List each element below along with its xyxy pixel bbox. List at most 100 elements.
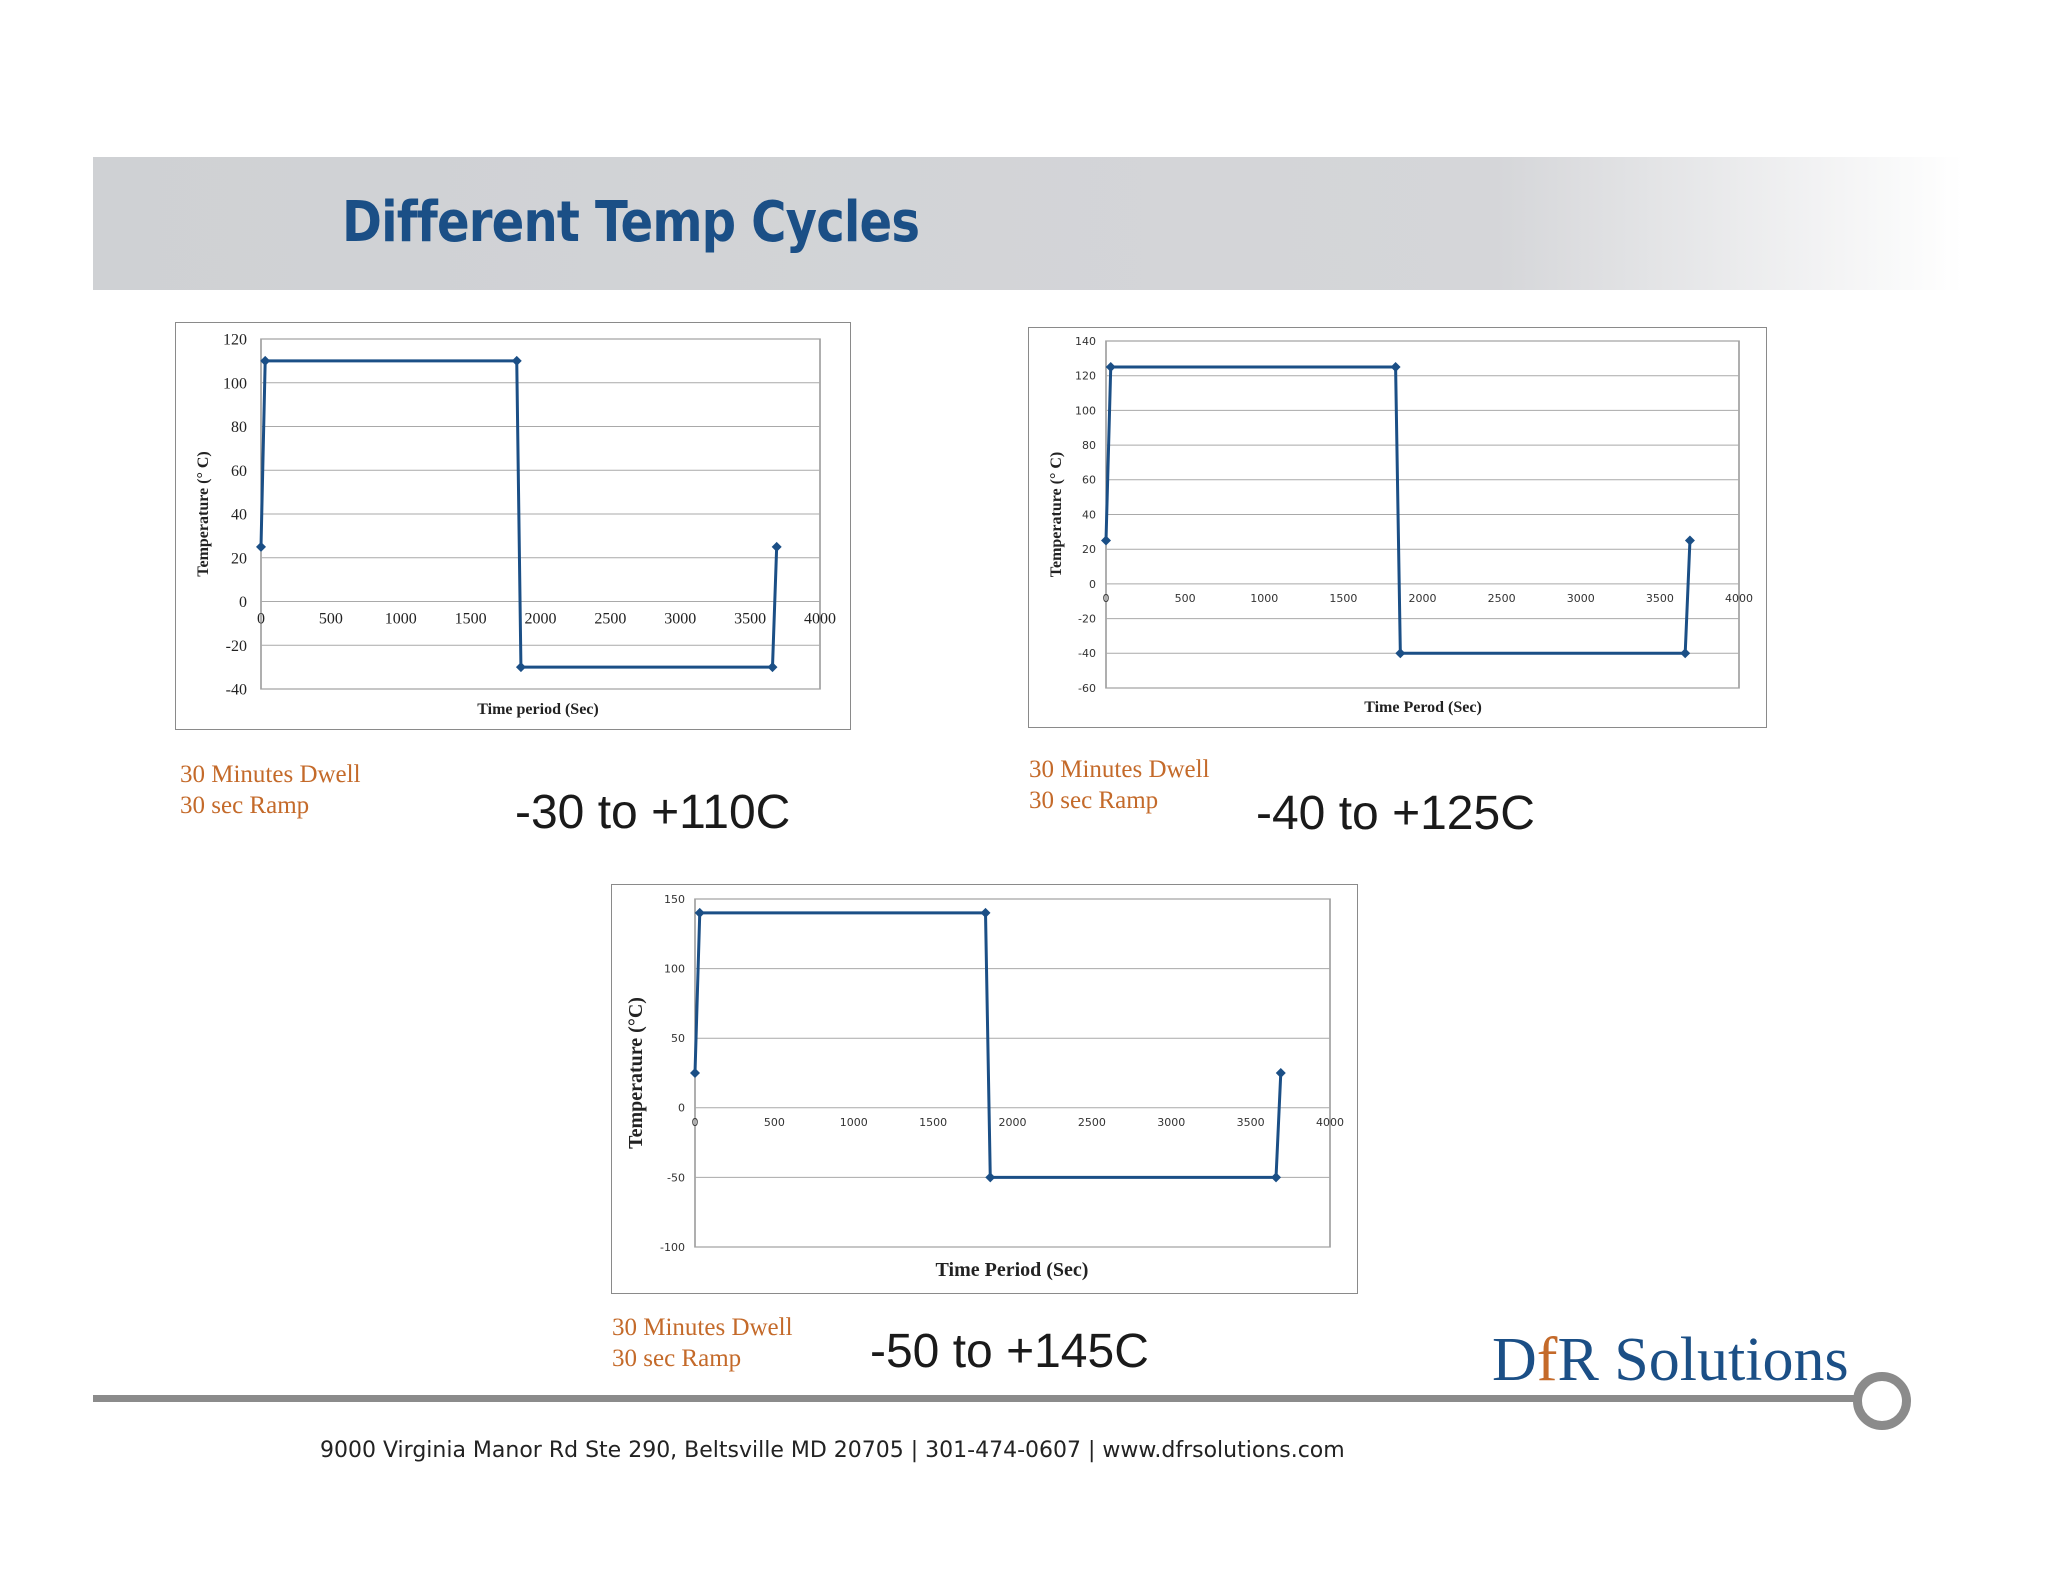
caption-dwell: 30 Minutes Dwell <box>612 1314 793 1341</box>
y-tick-label: 60 <box>231 463 247 480</box>
brand-rest: R Solutions <box>1557 1326 1849 1394</box>
caption-ramp: 30 sec Ramp <box>1029 787 1159 814</box>
series-line <box>259 359 779 669</box>
data-point-marker <box>256 541 266 552</box>
y-axis-label: Temperature (° C) <box>1048 452 1065 577</box>
data-point-marker <box>1105 362 1116 373</box>
x-tick-label: 3500 <box>734 611 766 628</box>
caption-dwell: 30 Minutes Dwell <box>1029 756 1210 783</box>
y-tick-label: 60 <box>1082 474 1096 487</box>
chart-1: -40 -20 0 20 40 60 80 100 120 0 500 1000 1500 2000 250… <box>175 322 851 730</box>
y-tick-label: 40 <box>231 507 247 524</box>
data-point-marker <box>771 541 782 552</box>
y-tick-label: 140 <box>1075 335 1096 348</box>
footer-divider <box>93 1395 1873 1402</box>
x-tick-label: 500 <box>764 1116 785 1129</box>
y-tick-label: 0 <box>678 1102 685 1115</box>
chart-1-range-label: -30 to +110C <box>515 786 791 839</box>
chart-2-caption: 30 Minutes Dwell 30 sec Ramp <box>1029 754 1210 816</box>
data-point-marker <box>1275 1068 1286 1078</box>
brand-f: f <box>1536 1326 1558 1394</box>
x-tick-label: 3000 <box>1567 592 1595 605</box>
x-tick-label: 2500 <box>1078 1116 1106 1129</box>
x-tick-label: 500 <box>1175 592 1196 605</box>
y-tick-label: 0 <box>1089 578 1096 591</box>
y-tick-label: 120 <box>1075 370 1096 383</box>
data-point-marker <box>1101 535 1111 546</box>
x-tick-label: 2000 <box>1409 592 1437 605</box>
chart-1-svg: -40 -20 0 20 40 60 80 100 120 0 500 1000 1500 2000 250… <box>195 332 836 718</box>
chart-2: -60 -40 -20 0 20 40 60 80 100 120 140 0 500 1000 1500 2… <box>1028 327 1767 728</box>
x-tick-label: 0 <box>257 611 265 628</box>
data-point-marker <box>260 355 271 366</box>
x-tick-label: 0 <box>1103 592 1110 605</box>
data-point-marker <box>1395 648 1406 659</box>
x-tick-label: 1500 <box>919 1116 947 1129</box>
chart-3-range-label: -50 to +145C <box>870 1325 1149 1378</box>
plot-area <box>694 898 1331 1248</box>
data-point-marker <box>1271 1172 1282 1183</box>
chart-3: -100 -50 0 50 100 150 0 500 1000 1500 2000 2500 3000… <box>611 884 1358 1294</box>
x-tick-label: 3500 <box>1237 1116 1265 1129</box>
y-tick-label: 100 <box>223 375 247 392</box>
x-tick-label: 500 <box>319 611 343 628</box>
y-tick-label: -20 <box>1078 612 1096 625</box>
y-tick-label: -40 <box>1078 647 1096 660</box>
y-tick-label: 100 <box>664 962 685 975</box>
x-tick-label: 2500 <box>1488 592 1516 605</box>
chart-3-caption: 30 Minutes Dwell 30 sec Ramp <box>612 1312 793 1374</box>
x-tick-label: 2000 <box>999 1116 1027 1129</box>
x-tick-label: 1500 <box>1329 592 1357 605</box>
y-tick-label: 40 <box>1082 508 1096 521</box>
data-point-marker <box>511 355 522 366</box>
x-tick-label: 1500 <box>455 611 487 628</box>
brand-logo: DfR Solutions <box>1492 1325 1849 1396</box>
chart-2-range-label: -40 to +125C <box>1256 787 1535 840</box>
footer-contact: 9000 Virginia Manor Rd Ste 290, Beltsvil… <box>320 1438 1345 1463</box>
caption-ramp: 30 sec Ramp <box>612 1345 742 1372</box>
y-tick-label: 120 <box>223 332 247 349</box>
x-tick-label: 1000 <box>1250 592 1278 605</box>
y-tick-label: 150 <box>664 893 685 906</box>
y-axis-label: Temperature (°C) <box>625 997 647 1149</box>
y-tick-label: 80 <box>231 419 247 436</box>
y-tick-label: 0 <box>239 594 247 611</box>
data-point-marker <box>690 1068 700 1078</box>
y-tick-label: 100 <box>1075 404 1096 417</box>
x-tick-label: 4000 <box>1316 1116 1344 1129</box>
x-tick-label: 4000 <box>804 611 836 628</box>
data-point-marker <box>767 662 778 673</box>
series-line <box>1104 365 1692 655</box>
y-tick-label: 80 <box>1082 439 1096 452</box>
x-axis-label: Time Period (Sec) <box>936 1259 1089 1281</box>
x-axis-label: Time Perod (Sec) <box>1364 699 1482 716</box>
y-tick-label: -100 <box>660 1241 685 1254</box>
y-tick-label: -40 <box>226 682 247 699</box>
data-point-marker <box>1390 362 1401 373</box>
brand-d: D <box>1492 1326 1537 1394</box>
x-axis-label: Time period (Sec) <box>477 701 598 718</box>
chart-1-caption: 30 Minutes Dwell 30 sec Ramp <box>180 759 361 821</box>
footer-ring-ornament <box>1853 1372 1911 1430</box>
y-tick-label: -60 <box>1078 682 1096 695</box>
x-tick-label: 1000 <box>385 611 417 628</box>
data-point-marker <box>1684 535 1695 546</box>
y-tick-label: -20 <box>226 638 247 655</box>
y-tick-label: -50 <box>667 1171 685 1184</box>
y-tick-label: 20 <box>1082 543 1096 556</box>
x-tick-label: 2500 <box>594 611 626 628</box>
caption-ramp: 30 sec Ramp <box>180 792 310 819</box>
series-line <box>693 911 1283 1179</box>
title-band <box>93 157 1963 290</box>
data-point-marker <box>1680 648 1691 659</box>
x-tick-label: 3500 <box>1646 592 1674 605</box>
data-point-marker <box>980 907 991 918</box>
x-tick-label: 0 <box>692 1116 699 1129</box>
y-tick-label: 50 <box>671 1032 685 1045</box>
y-axis-label: Temperature (° C) <box>195 451 212 576</box>
data-point-marker <box>515 662 526 673</box>
x-tick-label: 4000 <box>1725 592 1753 605</box>
data-point-marker <box>985 1172 996 1183</box>
chart-2-svg: -60 -40 -20 0 20 40 60 80 100 120 140 0 500 1000 1500 2… <box>1048 335 1753 716</box>
